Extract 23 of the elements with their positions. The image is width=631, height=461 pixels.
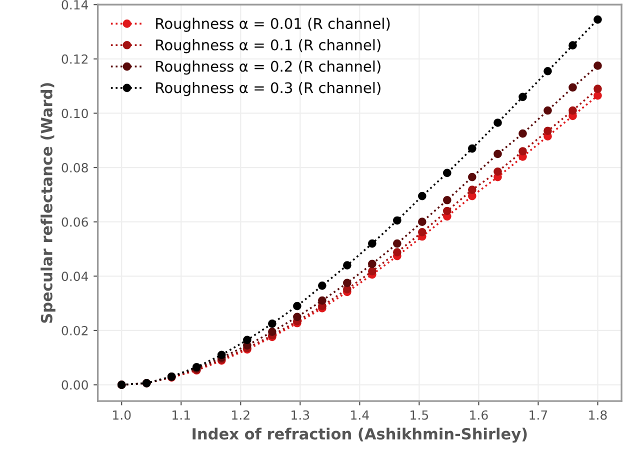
y-tick-label: 0.08 <box>62 163 88 172</box>
y-tick-label: 0.02 <box>62 326 88 336</box>
x-tick-label: 1.6 <box>470 410 488 420</box>
y-tick-label: 0.12 <box>62 54 88 64</box>
x-tick-label: 1.0 <box>113 410 131 420</box>
legend-label: Roughness α = 0.1 (R channel) <box>156 39 380 54</box>
legend-label: Roughness α = 0.01 (R channel) <box>156 18 390 32</box>
x-axis-title: Index of refraction (Ashikhmin-Shirley) <box>192 428 527 443</box>
y-axis-title: Specular reflectance (Ward) <box>40 83 56 323</box>
x-tick-label: 1.8 <box>589 410 607 420</box>
legend-label: Roughness α = 0.2 (R channel) <box>156 60 380 75</box>
y-tick-label: 0.00 <box>62 380 88 390</box>
y-tick-label: 0.06 <box>62 217 88 227</box>
x-tick-label: 1.4 <box>351 410 369 420</box>
legend-label: Roughness α = 0.3 (R channel) <box>156 82 380 96</box>
x-tick-label: 1.1 <box>172 410 190 420</box>
x-tick-label: 1.7 <box>530 410 548 420</box>
x-tick-label: 1.3 <box>292 410 310 420</box>
y-tick-label: 0.04 <box>62 272 88 282</box>
x-tick-label: 1.2 <box>232 410 250 420</box>
x-tick-label: 1.5 <box>410 410 428 420</box>
y-tick-label: 0.14 <box>62 0 88 10</box>
y-tick-label: 0.10 <box>62 108 88 118</box>
